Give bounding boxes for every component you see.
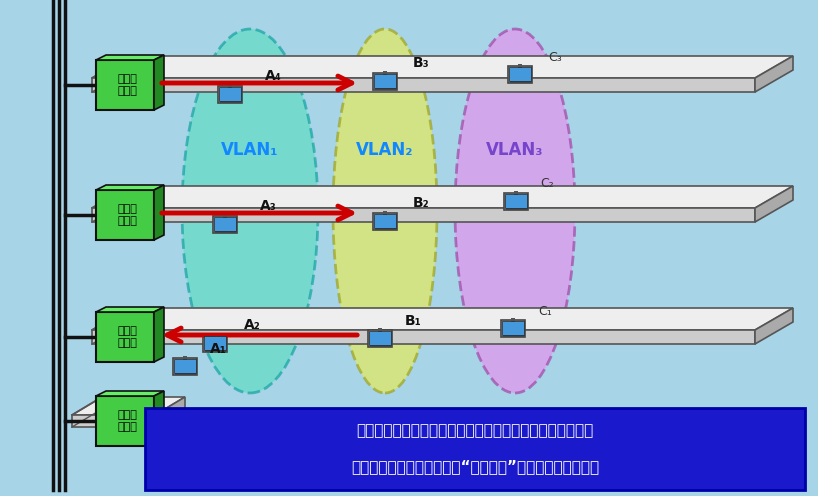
Polygon shape (155, 397, 185, 427)
Text: 以太网
交换机: 以太网 交换机 (118, 204, 138, 226)
FancyBboxPatch shape (214, 217, 236, 231)
FancyBboxPatch shape (375, 74, 396, 88)
FancyBboxPatch shape (203, 335, 227, 352)
Text: A₃: A₃ (260, 199, 276, 213)
Polygon shape (72, 397, 185, 415)
FancyBboxPatch shape (145, 408, 805, 490)
Polygon shape (96, 60, 154, 110)
Polygon shape (96, 396, 154, 446)
FancyBboxPatch shape (373, 73, 397, 90)
Text: 以太网
交换机: 以太网 交换机 (118, 410, 138, 432)
Polygon shape (72, 415, 155, 427)
Polygon shape (92, 208, 755, 222)
FancyBboxPatch shape (373, 213, 397, 230)
Text: VLAN₂: VLAN₂ (357, 141, 414, 159)
Polygon shape (92, 308, 793, 330)
FancyBboxPatch shape (508, 66, 532, 83)
Polygon shape (755, 308, 793, 344)
Polygon shape (96, 55, 164, 60)
Text: 以太网
交换机: 以太网 交换机 (118, 326, 138, 348)
Text: C₂: C₂ (540, 177, 554, 190)
Text: C₁: C₁ (538, 305, 552, 318)
FancyBboxPatch shape (502, 321, 524, 335)
FancyBboxPatch shape (218, 86, 242, 103)
Polygon shape (755, 56, 793, 92)
FancyBboxPatch shape (213, 216, 237, 233)
FancyBboxPatch shape (204, 336, 226, 350)
Text: VLAN₃: VLAN₃ (486, 141, 544, 159)
FancyBboxPatch shape (375, 214, 396, 228)
Text: A₂: A₂ (244, 318, 261, 332)
Ellipse shape (182, 29, 318, 393)
Text: B₂: B₂ (413, 196, 429, 210)
Polygon shape (96, 185, 164, 190)
FancyBboxPatch shape (504, 193, 528, 210)
Polygon shape (154, 185, 164, 240)
FancyBboxPatch shape (370, 331, 390, 345)
Polygon shape (96, 307, 164, 312)
Text: A₄: A₄ (265, 69, 282, 83)
Polygon shape (92, 330, 755, 344)
Polygon shape (154, 55, 164, 110)
Text: 以太网
交换机: 以太网 交换机 (118, 74, 138, 96)
Polygon shape (96, 391, 164, 396)
Text: A₁: A₁ (210, 342, 227, 356)
Text: VLAN₁: VLAN₁ (221, 141, 279, 159)
Text: 虚拟局域网限制了接收广播信息的工作站数，使得网络不会: 虚拟局域网限制了接收广播信息的工作站数，使得网络不会 (357, 424, 594, 438)
Text: 因传播过多的广播信息（即“广播风暴”）而引起性能恶化。: 因传播过多的广播信息（即“广播风暴”）而引起性能恶化。 (351, 459, 599, 475)
FancyBboxPatch shape (174, 359, 196, 373)
Polygon shape (755, 186, 793, 222)
Polygon shape (92, 56, 793, 78)
FancyBboxPatch shape (173, 358, 197, 374)
Polygon shape (96, 312, 154, 362)
Polygon shape (154, 307, 164, 362)
FancyBboxPatch shape (510, 67, 531, 81)
FancyBboxPatch shape (219, 87, 240, 101)
FancyBboxPatch shape (368, 330, 392, 347)
Polygon shape (154, 391, 164, 446)
Text: C₃: C₃ (548, 51, 562, 64)
FancyBboxPatch shape (506, 194, 527, 208)
Text: B₁: B₁ (405, 314, 422, 328)
Polygon shape (92, 78, 755, 92)
Polygon shape (96, 190, 154, 240)
Ellipse shape (455, 29, 575, 393)
FancyBboxPatch shape (501, 320, 525, 337)
Polygon shape (92, 186, 793, 208)
Ellipse shape (333, 29, 437, 393)
Text: B₃: B₃ (413, 56, 429, 70)
